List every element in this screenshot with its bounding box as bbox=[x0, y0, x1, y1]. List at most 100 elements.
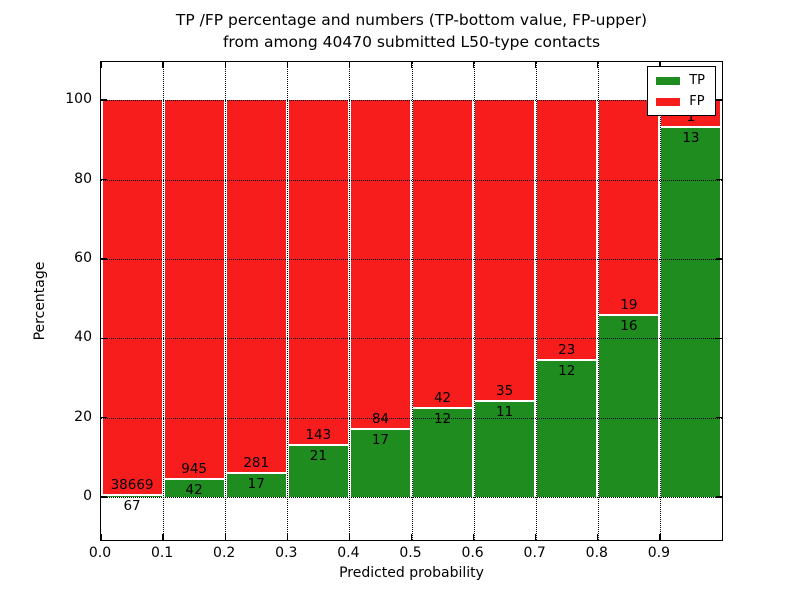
x-tick-label: 0.3 bbox=[275, 545, 298, 561]
v-gridline bbox=[473, 62, 475, 540]
fp-count-label: 19 bbox=[620, 296, 638, 313]
x-tick-mark-top bbox=[535, 62, 537, 68]
tp-bar-segment bbox=[288, 446, 348, 498]
fp-bar-segment bbox=[475, 100, 535, 403]
x-tick-mark-top bbox=[348, 62, 351, 68]
y-tick-mark-right bbox=[716, 99, 722, 101]
y-tick-mark bbox=[101, 178, 107, 181]
tp-bar-segment bbox=[350, 430, 410, 498]
x-tick-mark bbox=[659, 534, 661, 540]
fp-count-label: 281 bbox=[243, 455, 270, 472]
tp-count-label: 67 bbox=[123, 498, 141, 515]
fp-count-label: 23 bbox=[558, 341, 576, 358]
x-tick-label: 0.4 bbox=[337, 545, 360, 561]
v-gridline bbox=[535, 62, 537, 540]
x-tick-mark bbox=[348, 534, 351, 540]
x-tick-mark bbox=[410, 534, 413, 540]
fp-count-label: 1 bbox=[686, 109, 696, 126]
tp-count-label: 21 bbox=[309, 448, 327, 465]
fp-bar-segment bbox=[350, 100, 410, 431]
x-tick-mark bbox=[224, 534, 226, 540]
x-tick-label: 0.7 bbox=[523, 545, 546, 561]
v-gridline bbox=[349, 62, 351, 540]
y-tick-mark bbox=[101, 258, 107, 260]
fp-bar-segment bbox=[226, 100, 286, 475]
legend-entry-fp: FP bbox=[656, 95, 705, 108]
x-tick-mark bbox=[100, 534, 102, 540]
v-gridline bbox=[411, 62, 413, 540]
plot-area: TP FP 38669 67 945 42 281 17 143 21 84 17 42 12 35 11… bbox=[100, 61, 723, 541]
y-tick-mark-right bbox=[716, 178, 722, 181]
y-tick-mark-right bbox=[716, 417, 722, 419]
tp-bar-segment bbox=[226, 474, 286, 498]
x-tick-mark-top bbox=[224, 62, 226, 68]
fp-count-label: 143 bbox=[305, 427, 332, 444]
tp-legend-label: TP bbox=[689, 73, 705, 88]
y-tick-label: 100 bbox=[65, 91, 92, 108]
chart-title: TP /FP percentage and numbers (TP-bottom… bbox=[101, 9, 722, 53]
x-tick-label: 0.8 bbox=[585, 545, 608, 561]
tp-bar-segment bbox=[413, 408, 473, 498]
y-tick-mark bbox=[101, 337, 107, 339]
legend: TP FP bbox=[647, 66, 716, 116]
fp-bar-segment bbox=[288, 100, 348, 447]
fp-bar-segment bbox=[102, 100, 162, 497]
x-tick-label: 0.5 bbox=[399, 545, 422, 561]
x-tick-label: 0.0 bbox=[88, 545, 112, 561]
x-tick-mark bbox=[472, 534, 475, 540]
tp-count-label: 17 bbox=[247, 476, 265, 493]
tp-count-label: 17 bbox=[371, 432, 390, 449]
x-tick-mark-top bbox=[286, 62, 288, 68]
x-tick-mark bbox=[597, 534, 599, 540]
tp-bar-segment bbox=[661, 128, 721, 498]
v-gridline bbox=[287, 62, 289, 540]
y-tick-mark-right bbox=[716, 496, 722, 498]
v-gridline bbox=[163, 62, 165, 540]
y-tick-mark-right bbox=[716, 337, 722, 339]
fp-bar-segment bbox=[599, 100, 659, 316]
x-tick-mark-top bbox=[472, 62, 475, 68]
fp-bar-segment bbox=[537, 100, 597, 361]
x-tick-mark-top bbox=[659, 62, 661, 68]
fp-bar-segment bbox=[413, 100, 473, 409]
tp-bar-segment bbox=[102, 496, 162, 498]
y-tick-label: 40 bbox=[74, 329, 92, 346]
y-tick-mark bbox=[101, 417, 107, 419]
tp-count-label: 11 bbox=[496, 404, 514, 421]
y-tick-label: 60 bbox=[74, 249, 92, 266]
chart-title-line1: TP /FP percentage and numbers (TP-bottom… bbox=[175, 11, 648, 29]
x-tick-mark-top bbox=[597, 62, 599, 68]
v-gridline bbox=[597, 62, 599, 540]
y-tick-label: 20 bbox=[74, 408, 92, 425]
chart-title-line2: from among 40470 submitted L50-type cont… bbox=[222, 33, 601, 51]
tp-bar-segment bbox=[164, 480, 224, 498]
tp-count-label: 12 bbox=[433, 410, 452, 427]
x-tick-mark bbox=[535, 534, 537, 540]
fp-legend-swatch bbox=[656, 97, 681, 106]
x-tick-label: 0.6 bbox=[461, 545, 484, 561]
tp-count-label: 42 bbox=[185, 482, 203, 499]
x-tick-mark bbox=[162, 534, 164, 540]
y-tick-label: 80 bbox=[74, 170, 92, 187]
tp-count-label: 12 bbox=[558, 362, 576, 379]
v-gridline bbox=[225, 62, 227, 540]
tp-bar-segment bbox=[599, 315, 659, 498]
x-tick-mark bbox=[286, 534, 288, 540]
v-gridline bbox=[659, 62, 661, 540]
tp-bar-segment bbox=[537, 360, 597, 498]
x-tick-label: 0.1 bbox=[150, 545, 174, 561]
legend-entry-tp: TP bbox=[656, 74, 705, 87]
y-tick-mark-right bbox=[716, 258, 722, 260]
y-tick-mark bbox=[101, 99, 107, 101]
tp-count-label: 16 bbox=[620, 317, 638, 334]
y-tick-label: 0 bbox=[83, 488, 92, 505]
tp-legend-swatch bbox=[656, 76, 681, 85]
fp-legend-label: FP bbox=[689, 94, 705, 109]
fp-count-label: 42 bbox=[433, 389, 452, 406]
x-tick-mark-top bbox=[410, 62, 413, 68]
x-axis-label: Predicted probability bbox=[339, 565, 484, 581]
fp-count-label: 84 bbox=[371, 411, 390, 428]
y-axis-label: Percentage bbox=[32, 261, 48, 341]
tp-count-label: 13 bbox=[682, 130, 700, 147]
